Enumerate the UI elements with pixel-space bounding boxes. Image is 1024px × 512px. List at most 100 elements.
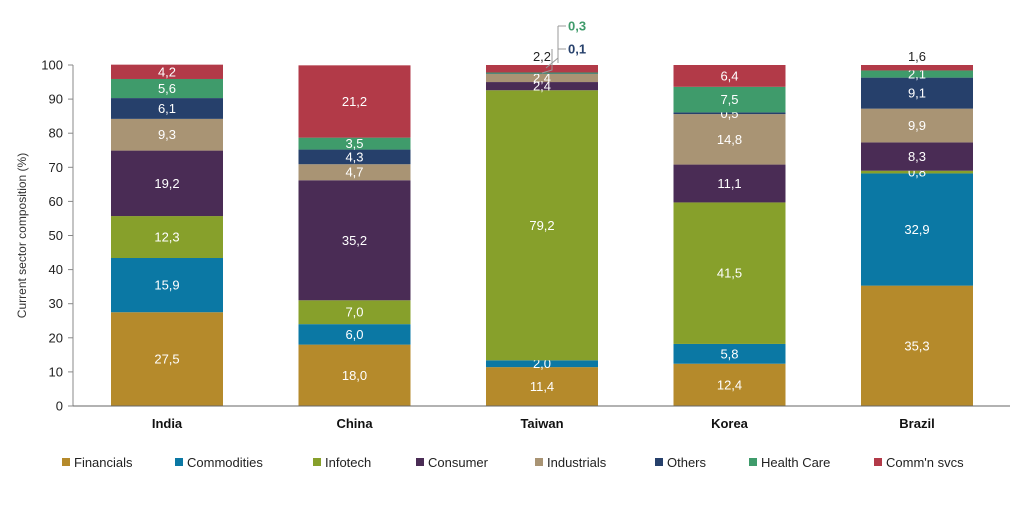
bar-segment: [298, 164, 411, 181]
y-tick-label: 40: [49, 262, 63, 277]
data-label: 35,2: [342, 233, 367, 248]
legend-label: Commodities: [187, 455, 263, 470]
legend-swatch: [416, 458, 424, 466]
x-axis: India China Taiwan Korea Brazil: [73, 405, 1010, 431]
bar-segment: [673, 112, 786, 115]
data-label: 9,3: [158, 127, 176, 142]
bar-segment: [861, 142, 973, 171]
bar-segment: [298, 300, 411, 325]
legend-item: Comm'n svcs: [874, 455, 964, 470]
data-label: 1,6: [908, 49, 926, 64]
data-label: 11,1: [717, 176, 741, 191]
bar-segment: [486, 82, 598, 91]
legend-swatch: [313, 458, 321, 466]
bar-segment: [486, 65, 598, 73]
data-label: 2,4: [533, 79, 551, 94]
bar-segment: [673, 202, 786, 344]
data-label: 11,4: [530, 379, 554, 394]
data-label: 3,5: [345, 136, 363, 151]
data-label: 6,1: [158, 101, 176, 116]
callout-label: 0,1: [568, 42, 586, 57]
data-label: 4,2: [158, 64, 176, 79]
y-tick-label: 100: [41, 58, 63, 73]
data-label: 14,8: [717, 132, 742, 147]
bar-segment: [673, 65, 786, 87]
x-category-label: Korea: [711, 416, 749, 431]
bar-segment: [861, 70, 973, 78]
bar-segment: [486, 90, 598, 361]
bar-segment: [673, 343, 786, 364]
bar-segment: [111, 78, 223, 99]
bar-segment: [111, 150, 223, 217]
data-label: 9,1: [908, 86, 926, 101]
y-tick-label: 50: [49, 228, 63, 243]
data-label: 27,5: [154, 352, 179, 367]
legend-swatch: [874, 458, 882, 466]
bar-segment: [111, 312, 223, 406]
data-label: 7,0: [345, 305, 363, 320]
bar-segment: [673, 164, 786, 203]
data-label: 9,9: [908, 118, 926, 133]
data-label: 41,5: [717, 266, 742, 281]
legend-label: Financials: [74, 455, 133, 470]
legend-label: Infotech: [325, 455, 371, 470]
bar-segment: [298, 180, 411, 301]
data-label: 4,3: [345, 149, 363, 164]
x-category-label: China: [336, 416, 373, 431]
bar-stack-china: 18,0 6,0 7,0 35,2 4,74,33,5 21,2: [298, 65, 411, 406]
y-tick-label: 80: [49, 126, 63, 141]
bar-segment: [111, 216, 223, 259]
bar-segment: [861, 108, 973, 143]
legend-swatch: [62, 458, 70, 466]
bar-stack-taiwan: 11,42,079,22,42,42,2: [486, 49, 598, 406]
data-label: 21,2: [342, 94, 367, 109]
bar-segment: [298, 137, 411, 150]
data-label: 32,9: [904, 222, 929, 237]
y-tick-label: 10: [49, 364, 63, 379]
legend-label: Health Care: [761, 455, 830, 470]
legend-swatch: [655, 458, 663, 466]
y-tick-label: 70: [49, 160, 63, 175]
legend-swatch: [535, 458, 543, 466]
data-label: 35,3: [904, 338, 929, 353]
data-label: 6,4: [720, 68, 738, 83]
data-label: 15,9: [154, 278, 179, 293]
legend-swatch: [749, 458, 757, 466]
legend-item: Commodities: [175, 455, 263, 470]
legend: Financials Commodities Infotech Consumer Ind…: [62, 455, 964, 470]
data-label: 5,8: [720, 346, 738, 361]
data-label: 2,4: [533, 70, 551, 85]
legend-label: Others: [667, 455, 707, 470]
callout-label: 0,3: [568, 19, 586, 34]
legend-swatch: [175, 458, 183, 466]
data-label: 12,3: [154, 230, 179, 245]
legend-label: Industrials: [547, 455, 607, 470]
bars: 27,5 15,9 12,3 19,2 9,3 6,1 5,6 4,2 18,0 6,0 7,0 35…: [111, 49, 973, 406]
legend-item: Health Care: [749, 455, 830, 470]
callout-leader: [541, 49, 553, 74]
bar-segment: [673, 86, 786, 113]
bar-stack-india: 27,5 15,9 12,3 19,2 9,3 6,1 5,6 4,2: [111, 64, 223, 406]
data-label: 4,7: [345, 165, 363, 180]
bar-segment: [486, 73, 598, 83]
bar-segment: [673, 363, 786, 406]
data-label: 2,2: [533, 49, 551, 64]
y-tick-label: 30: [49, 296, 63, 311]
bar-segment: [486, 72, 598, 74]
bar-segment: [861, 77, 973, 109]
data-label: 19,2: [154, 176, 179, 191]
data-label: 6,0: [345, 327, 363, 342]
data-label: 5,6: [158, 81, 176, 96]
callout-leader: [545, 26, 559, 69]
y-tick-label: 60: [49, 194, 63, 209]
bar-stack-brazil: 35,332,90,88,39,99,12,11,6: [861, 49, 973, 406]
y-tick-label: 20: [49, 330, 63, 345]
bar-segment: [861, 65, 973, 71]
bar-stack-korea: 12,45,841,511,114,80,57,56,4: [673, 65, 786, 406]
bar-segment: [298, 344, 411, 406]
bar-segment: [298, 324, 411, 345]
legend-item: Infotech: [313, 455, 371, 470]
legend-item: Others: [655, 455, 707, 470]
x-category-label: Taiwan: [520, 416, 563, 431]
bar-segment: [298, 65, 411, 138]
